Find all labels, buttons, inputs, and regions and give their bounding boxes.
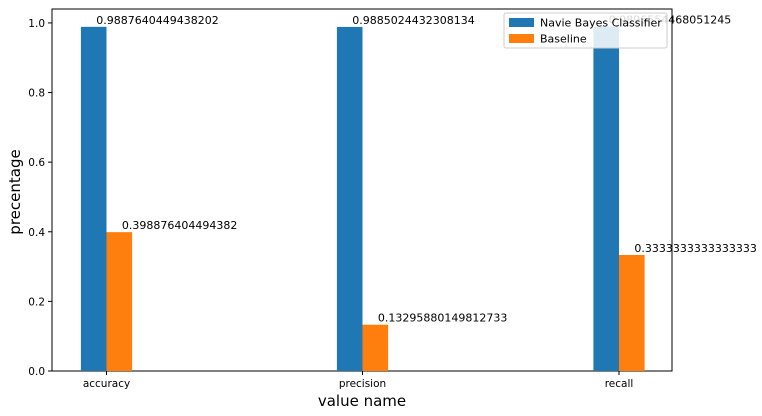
bar [106,232,133,371]
data-label: 0.3333333333333333 [634,242,756,255]
y-axis-title: precentage [6,149,24,234]
bar [336,26,363,372]
y-axis: 0.0 0.2 0.4 0.6 0.8 1.0 [28,18,52,378]
data-label: 0.398876404494382 [122,219,237,232]
legend-label: Baseline [540,33,587,46]
bars [80,26,645,372]
legend-label: Navie Bayes Classifier [540,17,662,30]
y-tick-label: 0.4 [28,227,45,239]
y-tick-label: 0.6 [28,157,45,169]
y-tick-label: 0.8 [28,88,45,100]
legend-box [503,12,668,49]
legend: Navie Bayes Classifier Baseline [503,12,668,49]
data-label: 0.13295880149812733 [378,312,507,325]
x-tick-label: accuracy [83,378,130,390]
x-tick-label: recall [605,378,634,390]
y-tick-label: 1.0 [28,18,45,30]
legend-swatch [509,34,534,43]
bar [80,26,107,372]
x-tick-label: precision [339,378,386,390]
data-label: 0.9885024432308134 [352,14,474,27]
legend-swatch [509,18,534,27]
x-axis: accuracy precision recall [83,371,633,390]
bar [593,26,619,372]
data-label: 0.9887640449438202 [96,14,218,27]
bar [619,254,645,371]
y-tick-label: 0.2 [28,296,45,308]
data-labels: 0.9887640449438202 0.9885024432308134 0.98… [96,14,757,325]
bar [362,324,389,371]
y-tick-label: 0.0 [28,366,45,378]
x-axis-title: value name [318,392,406,410]
